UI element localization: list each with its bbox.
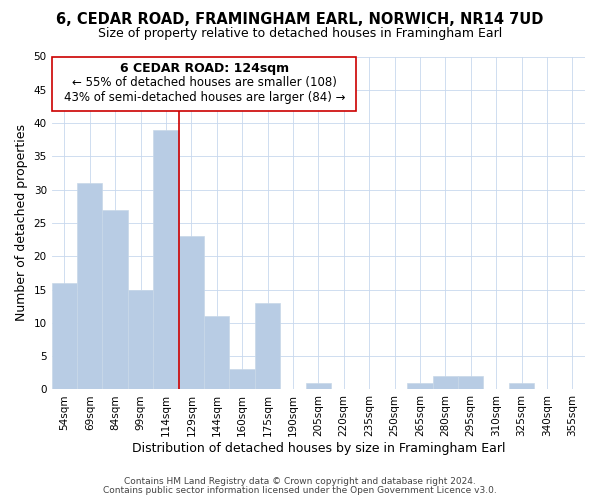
Text: 6 CEDAR ROAD: 124sqm: 6 CEDAR ROAD: 124sqm [120, 62, 289, 75]
Text: Contains public sector information licensed under the Open Government Licence v3: Contains public sector information licen… [103, 486, 497, 495]
X-axis label: Distribution of detached houses by size in Framingham Earl: Distribution of detached houses by size … [131, 442, 505, 455]
Bar [153, 130, 179, 390]
Text: Contains HM Land Registry data © Crown copyright and database right 2024.: Contains HM Land Registry data © Crown c… [124, 477, 476, 486]
Bar [458, 376, 484, 390]
FancyBboxPatch shape [52, 56, 356, 111]
Bar [229, 370, 255, 390]
Bar [103, 210, 128, 390]
Bar [128, 290, 153, 390]
Bar [77, 183, 103, 390]
Text: 6, CEDAR ROAD, FRAMINGHAM EARL, NORWICH, NR14 7UD: 6, CEDAR ROAD, FRAMINGHAM EARL, NORWICH,… [56, 12, 544, 28]
Bar [305, 383, 331, 390]
Bar [179, 236, 204, 390]
Bar [255, 303, 280, 390]
Bar [407, 383, 433, 390]
Bar [433, 376, 458, 390]
Text: ← 55% of detached houses are smaller (108): ← 55% of detached houses are smaller (10… [72, 76, 337, 90]
Bar [52, 283, 77, 390]
Text: 43% of semi-detached houses are larger (84) →: 43% of semi-detached houses are larger (… [64, 91, 345, 104]
Y-axis label: Number of detached properties: Number of detached properties [15, 124, 28, 322]
Text: Size of property relative to detached houses in Framingham Earl: Size of property relative to detached ho… [98, 28, 502, 40]
Bar [509, 383, 534, 390]
Bar [204, 316, 229, 390]
